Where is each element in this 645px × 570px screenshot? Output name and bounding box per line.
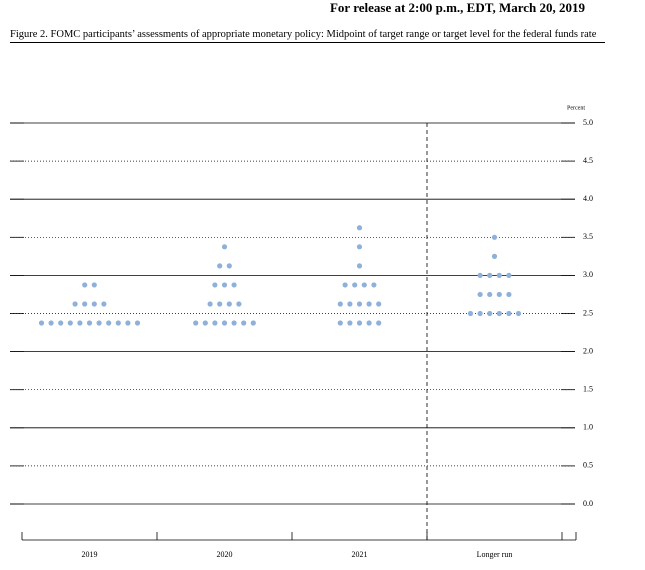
- dot: [496, 272, 502, 278]
- dot: [477, 272, 483, 278]
- dot: [226, 301, 232, 307]
- dot: [86, 320, 93, 326]
- dot: [496, 310, 502, 317]
- dot: [241, 320, 247, 326]
- dot: [67, 320, 73, 326]
- x-tick-label: 2020: [217, 550, 233, 559]
- dot: [342, 282, 348, 288]
- dot: [376, 320, 382, 326]
- dot: [487, 291, 493, 298]
- dot: [115, 320, 121, 326]
- dot: [38, 320, 45, 326]
- dot: [477, 310, 483, 317]
- dot: [491, 253, 498, 259]
- dot: [101, 301, 107, 307]
- dot: [91, 301, 97, 307]
- dot: [72, 301, 78, 307]
- y-tick-label: 4.5: [583, 156, 593, 165]
- dot: [487, 272, 493, 278]
- y-tick-label: 0.5: [583, 461, 593, 470]
- dot: [467, 310, 474, 317]
- dot: [250, 320, 256, 326]
- y-tick-label: 2.0: [583, 346, 593, 355]
- dot: [221, 282, 228, 288]
- x-tick-label: 2019: [82, 550, 98, 559]
- dot: [352, 282, 358, 288]
- dot: [212, 320, 218, 326]
- dot: [376, 301, 382, 307]
- dot: [91, 282, 97, 288]
- dot: [491, 234, 498, 240]
- dot: [361, 282, 367, 288]
- dot: [48, 320, 54, 326]
- dot: [496, 291, 502, 298]
- dot: [212, 282, 218, 288]
- dot: [347, 301, 353, 307]
- dot: [77, 320, 83, 326]
- dot: [221, 244, 228, 250]
- y-tick-label: 4.0: [583, 194, 593, 203]
- dot: [515, 310, 522, 317]
- dot: [356, 301, 363, 307]
- y-axis-label: Percent: [567, 105, 585, 111]
- dot: [202, 320, 208, 326]
- dot: [356, 320, 363, 326]
- y-tick-label: 1.5: [583, 385, 593, 394]
- dot: [226, 263, 232, 269]
- y-tick-label: 2.5: [583, 308, 593, 317]
- dot: [337, 320, 343, 326]
- dot: [506, 291, 512, 298]
- y-tick-label: 1.0: [583, 423, 593, 432]
- dot: [106, 320, 112, 326]
- dot: [221, 320, 228, 326]
- dot: [58, 320, 64, 326]
- dot: [217, 301, 223, 307]
- dot: [193, 320, 199, 326]
- x-tick-label: Longer run: [477, 550, 513, 559]
- chart-title: Figure 2. FOMC participants’ assessments…: [10, 28, 605, 43]
- dot: [207, 301, 213, 307]
- dot: [82, 282, 88, 288]
- dot: [96, 320, 102, 326]
- y-tick-label: 5.0: [583, 118, 593, 127]
- dot: [134, 320, 141, 326]
- dot: [356, 225, 363, 231]
- dot: [82, 301, 88, 307]
- dot: [356, 263, 363, 269]
- y-tick-label: 3.0: [583, 270, 593, 279]
- dot: [125, 320, 131, 326]
- release-note: For release at 2:00 p.m., EDT, March 20,…: [329, 0, 585, 15]
- dot: [231, 282, 237, 288]
- dot: [217, 263, 223, 269]
- dot: [366, 301, 372, 307]
- dot: [236, 301, 242, 307]
- y-tick-label: 0.0: [583, 499, 593, 508]
- dot: [347, 320, 353, 326]
- dot: [371, 282, 377, 288]
- dot: [366, 320, 372, 326]
- dot: [477, 291, 483, 298]
- dot: [337, 301, 343, 307]
- dot: [506, 272, 512, 278]
- x-tick-label: 2021: [352, 550, 368, 559]
- dot: [356, 244, 363, 250]
- dot: [231, 320, 237, 326]
- y-tick-label: 3.5: [583, 232, 593, 241]
- dot: [487, 310, 493, 317]
- dot: [506, 310, 512, 317]
